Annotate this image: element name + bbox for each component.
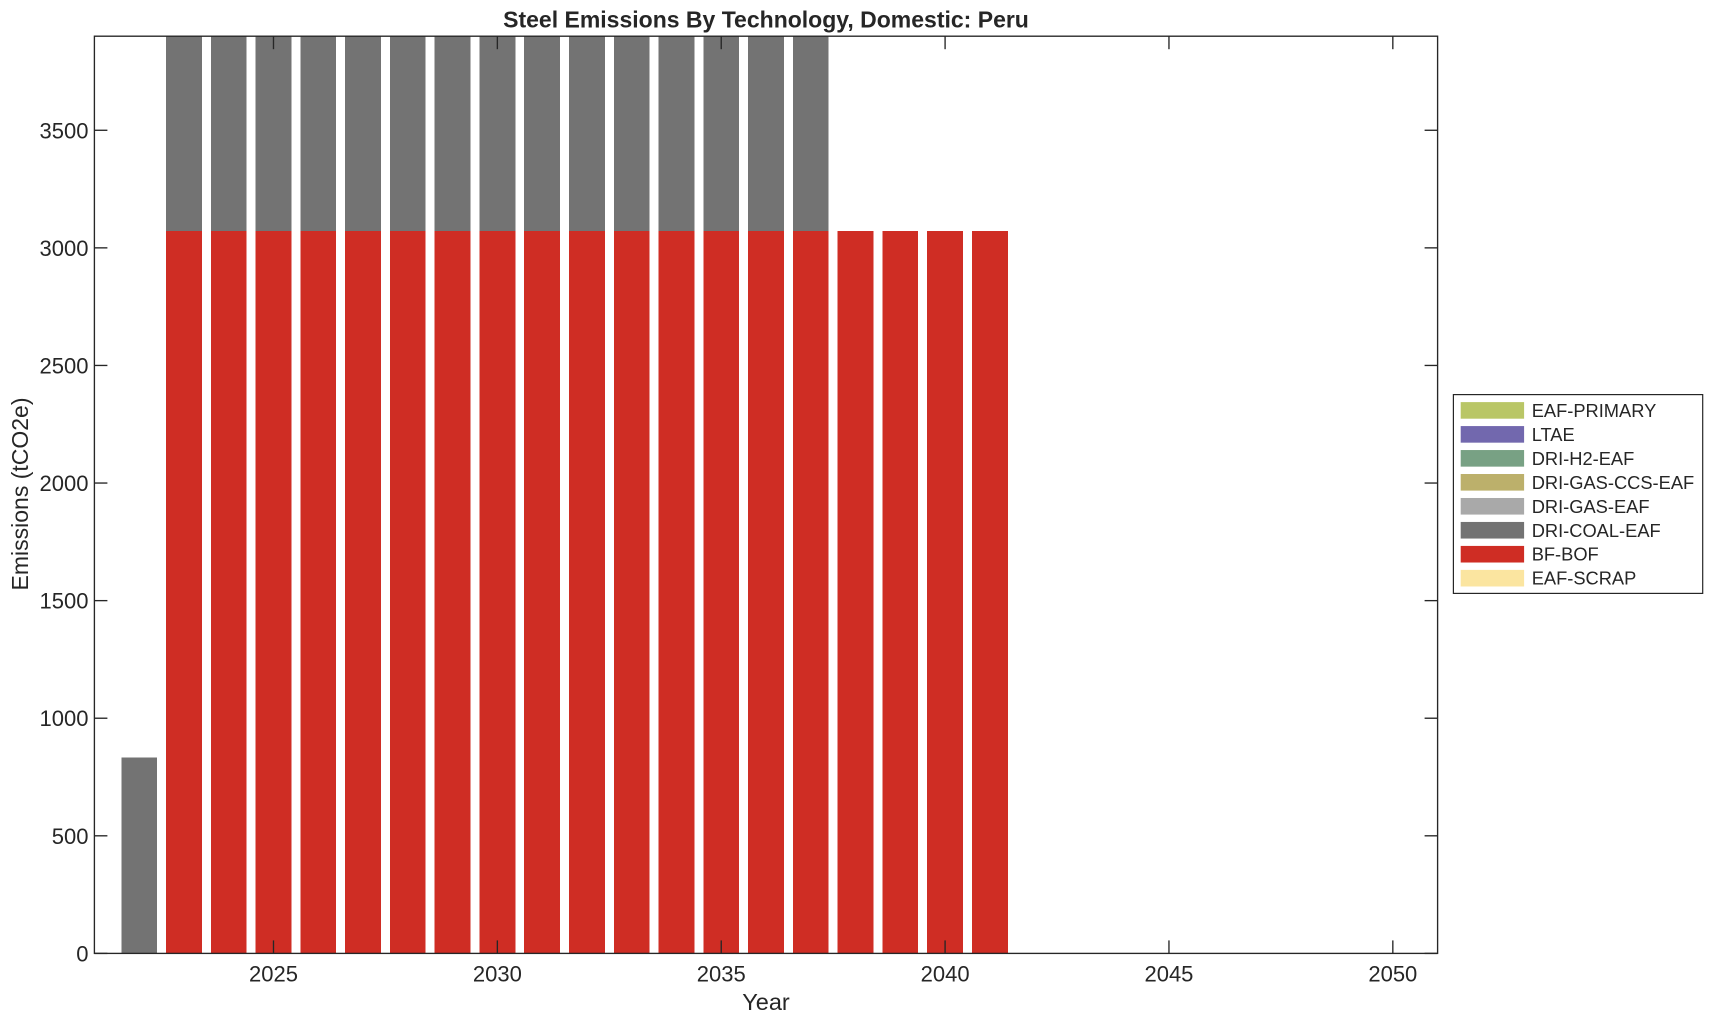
svg-text:3500: 3500: [40, 118, 89, 143]
svg-text:BF-BOF: BF-BOF: [1532, 544, 1599, 565]
svg-text:Steel Emissions By Technology,: Steel Emissions By Technology, Domestic:…: [503, 7, 1029, 33]
svg-text:2500: 2500: [40, 353, 89, 378]
svg-text:2050: 2050: [1368, 962, 1417, 987]
svg-text:Year: Year: [742, 989, 790, 1015]
svg-text:3000: 3000: [40, 236, 89, 261]
svg-text:2000: 2000: [40, 471, 89, 496]
svg-text:DRI-GAS-CCS-EAF: DRI-GAS-CCS-EAF: [1532, 472, 1695, 493]
svg-text:1500: 1500: [40, 589, 89, 614]
svg-text:LTAE: LTAE: [1532, 424, 1575, 445]
svg-text:DRI-COAL-EAF: DRI-COAL-EAF: [1532, 520, 1661, 541]
svg-text:2035: 2035: [697, 962, 746, 987]
svg-text:2040: 2040: [921, 962, 970, 987]
svg-text:2030: 2030: [473, 962, 522, 987]
svg-text:DRI-H2-EAF: DRI-H2-EAF: [1532, 448, 1635, 469]
svg-text:2045: 2045: [1144, 962, 1193, 987]
svg-text:DRI-GAS-EAF: DRI-GAS-EAF: [1532, 496, 1650, 517]
svg-text:500: 500: [52, 824, 89, 849]
svg-text:0: 0: [76, 941, 88, 966]
svg-text:Emissions (tCO2e): Emissions (tCO2e): [7, 398, 33, 591]
svg-text:EAF-PRIMARY: EAF-PRIMARY: [1532, 400, 1657, 421]
svg-text:1000: 1000: [40, 706, 89, 731]
svg-text:EAF-SCRAP: EAF-SCRAP: [1532, 568, 1637, 589]
svg-text:2025: 2025: [249, 962, 298, 987]
